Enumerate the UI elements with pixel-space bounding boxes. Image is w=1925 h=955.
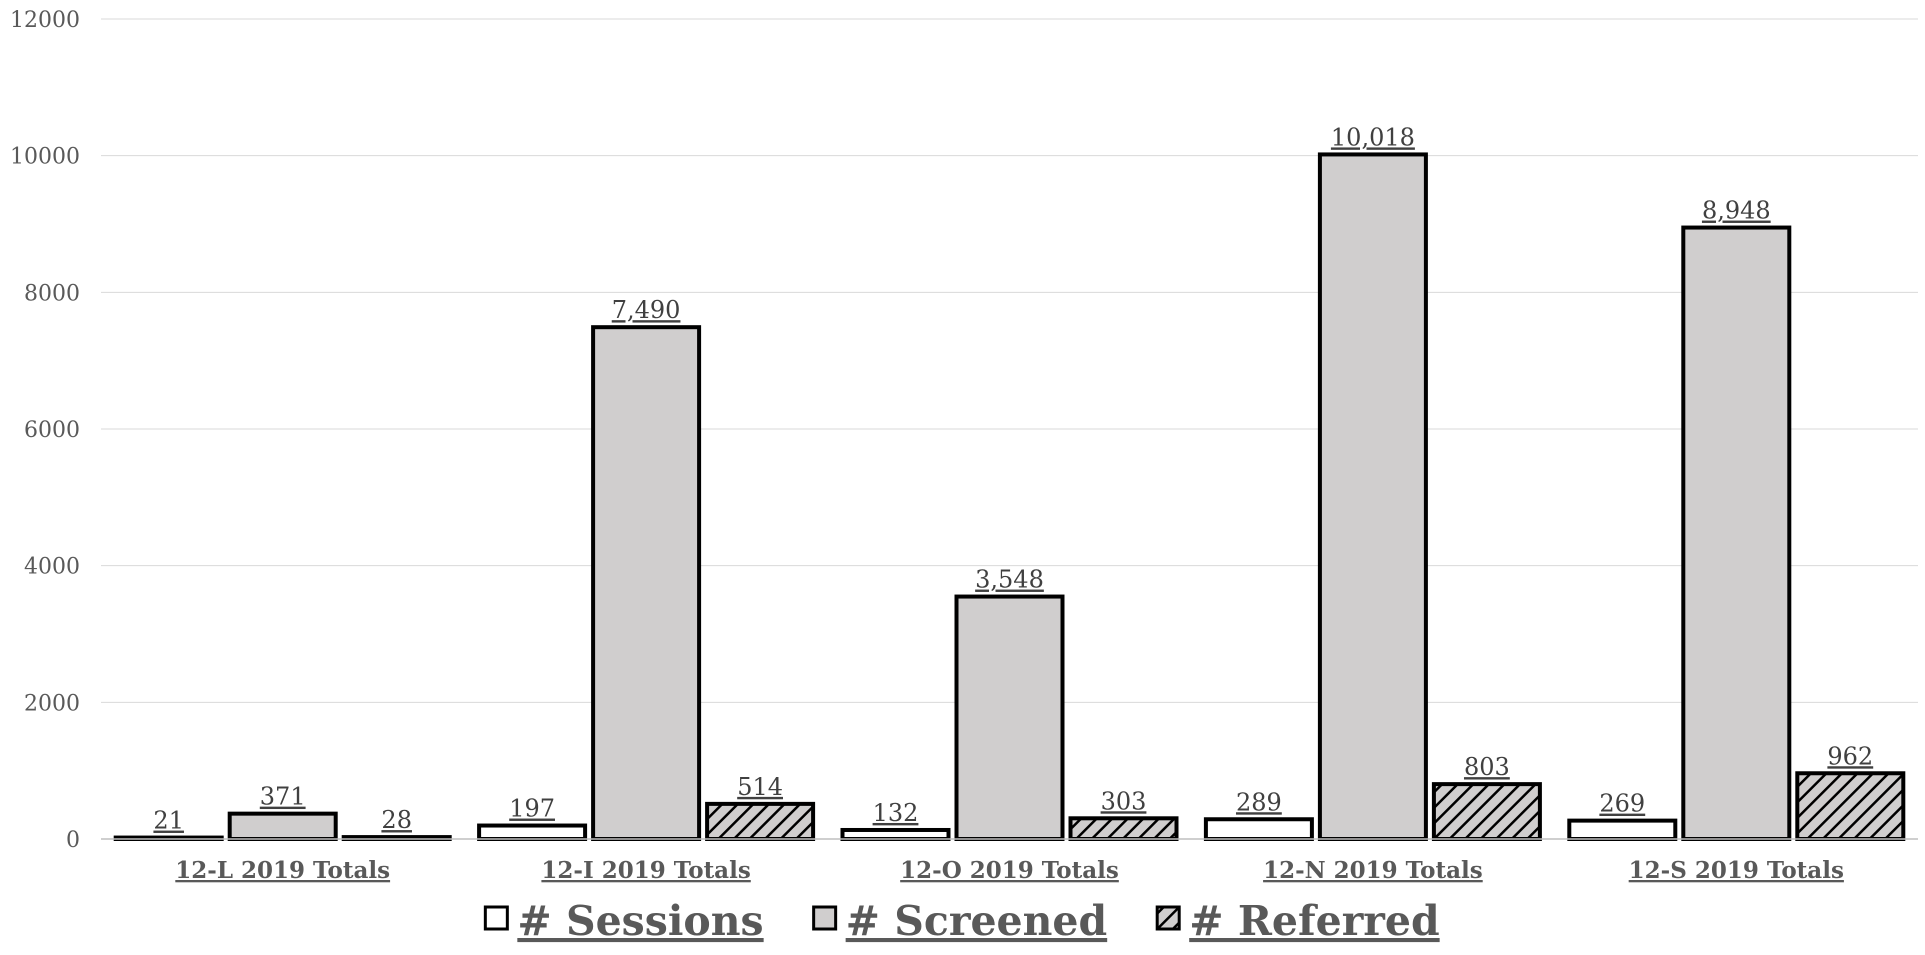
y-tick-label: 0 — [66, 828, 80, 853]
data-label: 197 — [509, 795, 555, 823]
bar — [1317, 152, 1428, 842]
x-tick-label: 12-N 2019 Totals — [1263, 857, 1483, 884]
legend-item: # Sessions — [483, 897, 764, 945]
x-axis-categories: 12-L 2019 Totals 12-I 2019 Totals 12-O 201… — [175, 857, 1844, 884]
x-tick-label: 12-O 2019 Totals — [900, 857, 1119, 884]
bars — [113, 152, 1906, 842]
legend-item: # Screened — [812, 897, 1108, 945]
x-tick-label: 12-I 2019 Totals — [541, 857, 750, 884]
data-label: 514 — [737, 773, 783, 801]
data-label: 28 — [381, 806, 412, 834]
data-label: 132 — [873, 799, 919, 827]
bar — [1431, 782, 1542, 842]
data-label: 269 — [1599, 790, 1645, 818]
bar — [840, 827, 951, 841]
gridlines — [101, 18, 1918, 703]
legend-label: # Sessions — [517, 897, 763, 945]
bar — [1203, 817, 1314, 841]
y-tick-label: 2000 — [24, 691, 80, 716]
y-tick-label: 10000 — [10, 145, 80, 170]
y-tick-label: 12000 — [10, 8, 80, 33]
bar — [1567, 818, 1678, 842]
data-label: 371 — [260, 783, 306, 811]
bar — [1068, 816, 1179, 841]
bar — [1681, 225, 1792, 841]
data-label: 10,018 — [1331, 123, 1415, 151]
bar — [227, 811, 338, 841]
y-axis-ticks: 0 2000 4000 6000 8000 10000 12000 — [10, 8, 80, 853]
bar — [477, 823, 588, 841]
y-tick-label: 8000 — [24, 281, 80, 306]
data-label: 803 — [1464, 753, 1510, 781]
bar — [705, 801, 816, 841]
legend-swatch — [812, 905, 838, 931]
y-tick-label: 4000 — [24, 555, 80, 580]
data-label: 21 — [153, 807, 184, 835]
legend-item: # Referred — [1155, 897, 1440, 945]
x-tick-label: 12-S 2019 Totals — [1629, 857, 1844, 884]
data-label: 7,490 — [612, 296, 681, 324]
bar — [1795, 771, 1906, 841]
data-labels: 21 371 28 197 7,490 514 132 3,548 303 289 10,018 80… — [153, 123, 1873, 834]
data-label: 303 — [1101, 787, 1147, 815]
legend-swatch — [483, 905, 509, 931]
data-label: 8,948 — [1702, 197, 1771, 225]
data-label: 962 — [1827, 742, 1873, 770]
bar — [954, 594, 1065, 842]
bar — [591, 325, 702, 841]
data-label: 3,548 — [975, 566, 1044, 594]
legend-swatch — [1155, 905, 1181, 931]
y-tick-label: 6000 — [24, 418, 80, 443]
legend-label: # Screened — [846, 897, 1108, 945]
legend-label: # Referred — [1189, 897, 1439, 945]
legend: # Sessions # Screened # Referred — [483, 897, 1440, 945]
data-label: 289 — [1236, 788, 1282, 816]
x-tick-label: 12-L 2019 Totals — [175, 857, 390, 884]
